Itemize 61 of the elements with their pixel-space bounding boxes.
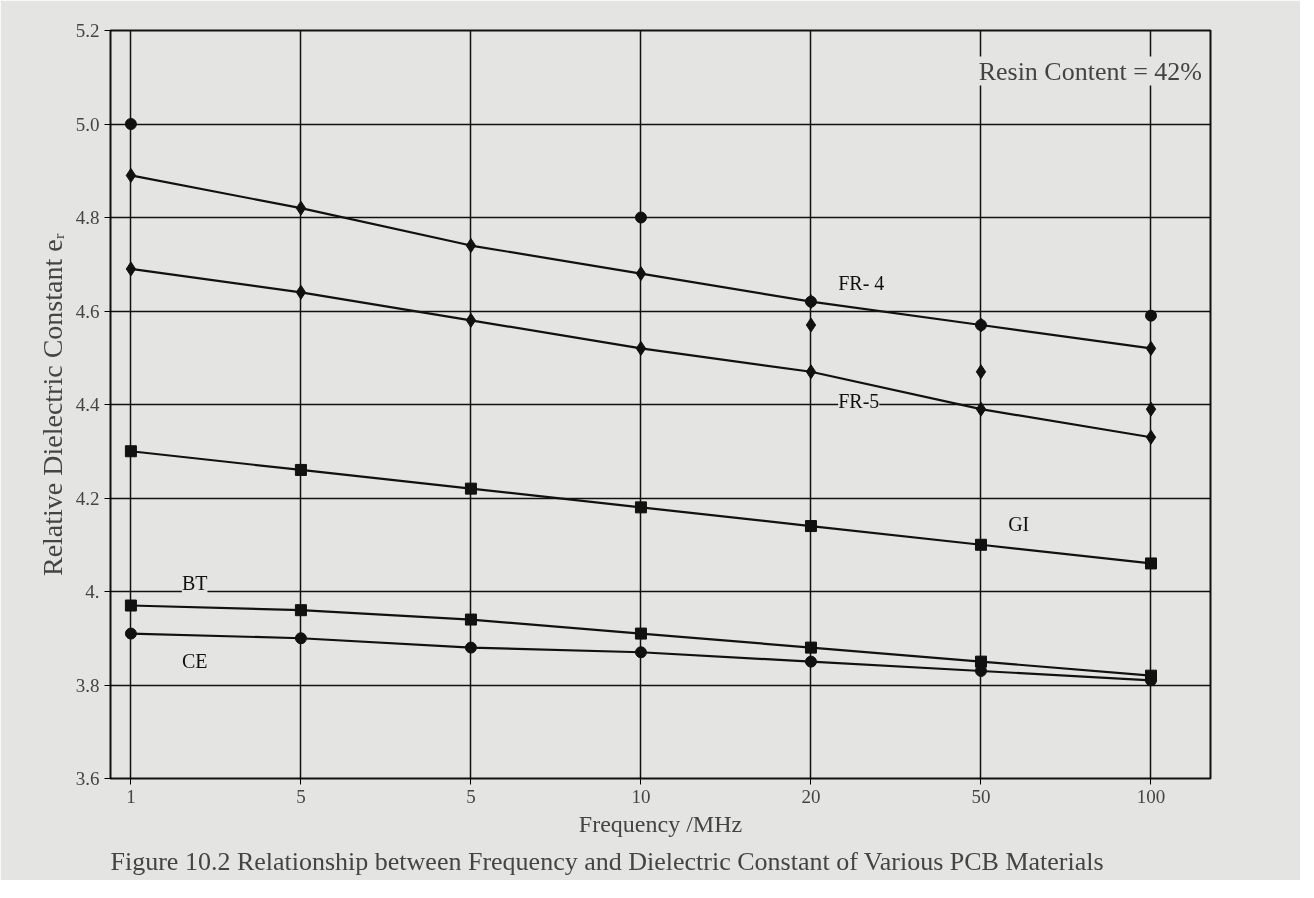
- annotation: Resin Content = 42%: [978, 56, 1202, 86]
- x-tick-label: 100: [1136, 785, 1166, 807]
- text: Figure 10.2 Relationship between Frequency and Dielectric Constant of Various PCB Materials: [110, 846, 1104, 876]
- point: [294, 604, 307, 617]
- point: [975, 401, 987, 417]
- point: [635, 266, 647, 282]
- y-tick-label: 5.0: [75, 113, 100, 135]
- series-label: FR-5: [838, 389, 880, 412]
- x-tick-label: 20: [801, 785, 821, 807]
- series-label: GI: [1008, 512, 1030, 535]
- y-tick-label: 4.2: [75, 487, 100, 509]
- x-tick-label: 5: [466, 785, 476, 807]
- point: [465, 312, 477, 328]
- point: [635, 340, 647, 356]
- y-tick-label: 3.8: [75, 674, 100, 696]
- point: [634, 627, 647, 640]
- series-label: BT: [181, 571, 208, 594]
- point: [804, 520, 817, 533]
- point: [974, 538, 987, 551]
- x-axis-title: Frequency /MHz: [578, 810, 743, 837]
- series-label: CE: [181, 649, 208, 672]
- point: [295, 284, 307, 300]
- point: [975, 364, 987, 380]
- y-axis-title: Relative Dielectric Constant eᵣ: [36, 232, 68, 577]
- y-tick-label: 4.: [85, 581, 100, 602]
- point: [124, 445, 137, 458]
- point: [294, 463, 307, 476]
- point: [124, 599, 137, 612]
- point: [1145, 429, 1157, 445]
- point: [1145, 401, 1157, 417]
- point: [125, 167, 137, 183]
- point: [464, 482, 477, 495]
- point: [1145, 340, 1157, 356]
- x-tick-label: 10: [631, 785, 651, 807]
- point: [464, 641, 477, 654]
- point: [124, 627, 137, 640]
- x-tick-label: 5: [296, 785, 306, 807]
- y-tick-label: 3.6: [75, 768, 100, 789]
- point: [295, 200, 307, 216]
- point: [804, 655, 817, 668]
- point: [464, 613, 477, 626]
- point: [634, 211, 647, 224]
- point: [1144, 557, 1157, 570]
- point: [124, 118, 137, 130]
- y-tick-label: 4.4: [75, 394, 100, 415]
- x-tick-label: 50: [971, 785, 991, 807]
- point: [634, 646, 647, 659]
- point: [804, 641, 817, 654]
- point: [974, 319, 987, 332]
- point: [465, 238, 477, 254]
- point: [294, 632, 307, 645]
- y-tick-label: 4.6: [75, 300, 100, 322]
- point: [805, 317, 817, 333]
- point: [805, 364, 817, 380]
- x-tick-label: 1: [126, 785, 136, 807]
- point: [634, 501, 647, 514]
- series-label: FR- 4: [838, 271, 885, 294]
- y-tick-label: 5.2: [75, 20, 100, 41]
- y-tick-label: 4.8: [75, 207, 100, 228]
- point: [1144, 309, 1157, 322]
- point: [125, 261, 137, 277]
